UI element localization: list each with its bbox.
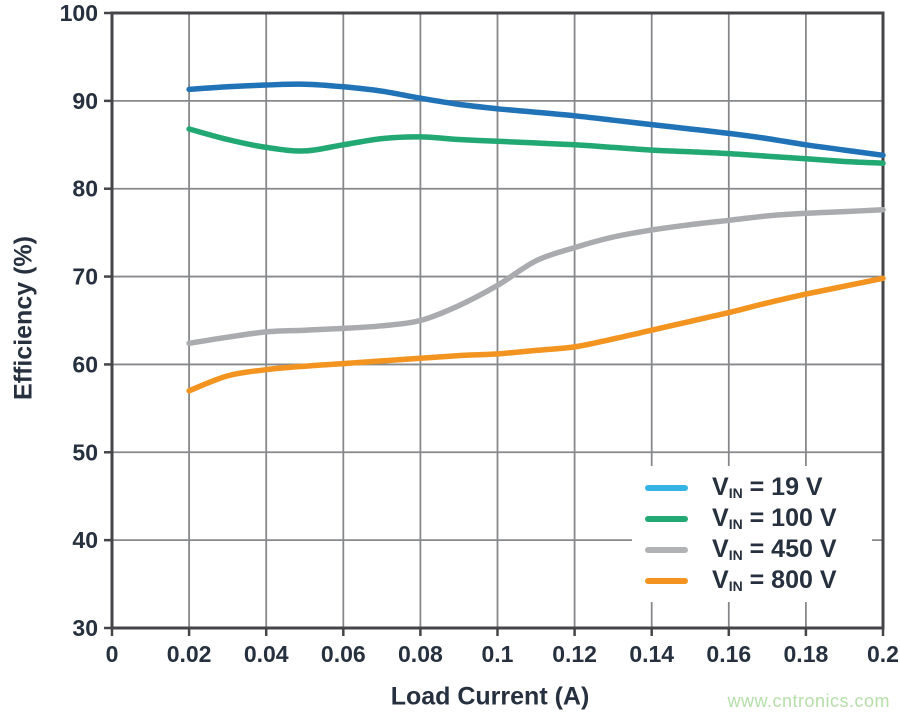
- y-tick-label-70: 70: [72, 264, 98, 290]
- y-tick-label-30: 30: [72, 615, 98, 641]
- legend-label-vin-19v: VIN = 19 V: [712, 473, 823, 501]
- legend-item-vin-19v: VIN = 19 V: [645, 472, 872, 503]
- x-tick-label-0.12: 0.12: [552, 641, 597, 667]
- legend-swatch-vin-100v: [645, 515, 688, 522]
- x-tick-label-0.16: 0.16: [706, 641, 751, 667]
- y-axis-title: Efficiency (%): [9, 236, 38, 400]
- y-tick-label-100: 100: [60, 0, 98, 26]
- curve-vin-100v: [186, 126, 886, 166]
- y-tick-label-60: 60: [72, 351, 98, 377]
- legend: VIN = 19 V VIN = 100 V VIN = 450 V VIN = 80…: [632, 466, 872, 602]
- x-tick-label-0.2: 0.2: [867, 641, 899, 667]
- legend-swatch-vin-800v: [645, 577, 688, 584]
- y-tick-label-50: 50: [72, 439, 98, 465]
- x-axis-title: Load Current (A): [390, 682, 590, 711]
- x-tick-label-0.04: 0.04: [244, 641, 289, 667]
- legend-label-vin-450v: VIN = 450 V: [712, 535, 837, 563]
- curve-vin-450v: [186, 207, 886, 347]
- watermark: www.cntronics.com: [727, 691, 890, 711]
- y-tick-label-90: 90: [72, 88, 98, 114]
- legend-swatch-vin-450v: [645, 546, 688, 553]
- x-tick-label-0.1: 0.1: [482, 641, 514, 667]
- legend-item-vin-100v: VIN = 100 V: [645, 503, 872, 534]
- curve-vin-19v: [186, 81, 886, 159]
- y-tick-label-80: 80: [72, 176, 98, 202]
- x-tick-label-0.02: 0.02: [167, 641, 212, 667]
- x-tick-label-0: 0: [106, 641, 119, 667]
- x-tick-label-0.14: 0.14: [629, 641, 674, 667]
- x-tick-label-0.08: 0.08: [398, 641, 443, 667]
- legend-item-vin-800v: VIN = 800 V: [645, 565, 872, 596]
- plot-border: [110, 11, 885, 630]
- legend-item-vin-450v: VIN = 450 V: [645, 534, 872, 565]
- y-tick-label-40: 40: [72, 527, 98, 553]
- legend-label-vin-100v: VIN = 100 V: [712, 504, 837, 532]
- x-tick-label-0.06: 0.06: [321, 641, 366, 667]
- curve-vin-800v: [186, 275, 886, 394]
- legend-label-vin-800v: VIN = 800 V: [712, 566, 837, 594]
- x-tick-label-0.18: 0.18: [784, 641, 829, 667]
- legend-swatch-vin-19v: [645, 484, 688, 491]
